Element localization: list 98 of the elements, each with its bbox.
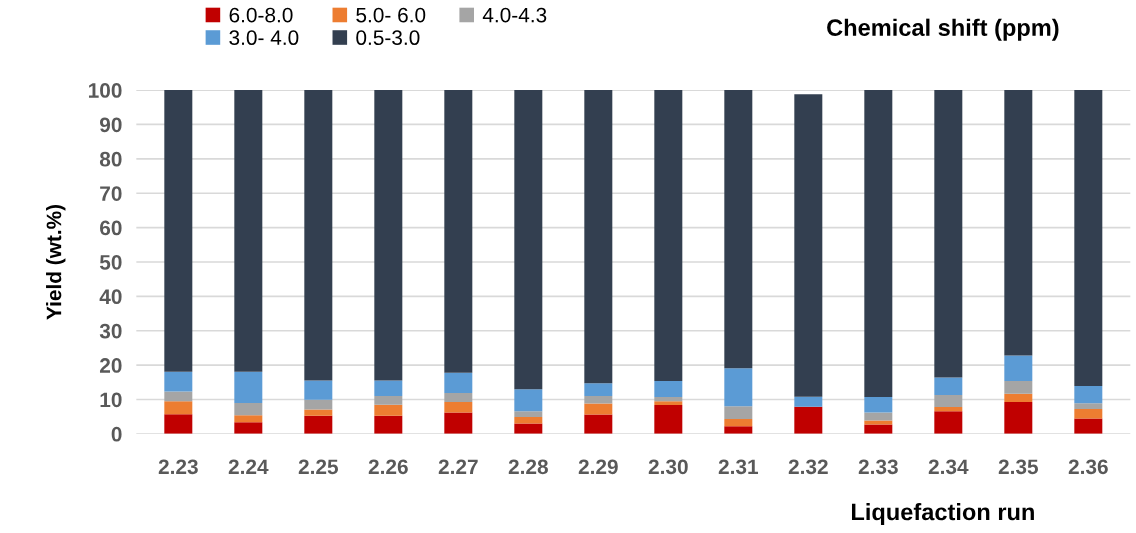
- bar: [724, 368, 753, 407]
- x-tick-label: 2.32: [788, 459, 828, 475]
- y-tick-label: 40: [99, 289, 122, 305]
- x-tick-label: 2.23: [158, 459, 198, 475]
- bar: [794, 396, 823, 407]
- x-axis-title: Liquefaction run: [851, 502, 1034, 526]
- bar: [164, 414, 193, 434]
- bar: [654, 397, 683, 402]
- bar: [1074, 403, 1103, 410]
- bar: [374, 380, 403, 397]
- bar: [724, 419, 753, 427]
- bar: [514, 417, 543, 424]
- legend-label: 5.0- 6.0: [356, 7, 426, 23]
- bar: [934, 377, 963, 396]
- bar: [794, 406, 823, 434]
- x-tick-label: 2.33: [858, 459, 898, 475]
- bar: [724, 90, 753, 369]
- x-tick-label: 2.30: [648, 459, 688, 475]
- bar: [584, 403, 613, 415]
- bar: [934, 90, 963, 378]
- bar: [164, 391, 193, 402]
- bar: [1004, 90, 1033, 356]
- y-tick-label: 50: [99, 254, 122, 270]
- bar: [934, 407, 963, 412]
- y-tick-label: 10: [100, 392, 122, 408]
- bar: [724, 406, 753, 420]
- x-tick-label: 2.36: [1068, 459, 1108, 475]
- x-tick-label: 2.24: [228, 459, 269, 474]
- bar: [234, 371, 263, 403]
- bar: [374, 415, 403, 434]
- bar: [934, 395, 963, 408]
- y-tick-label: 20: [99, 358, 122, 373]
- bar: [1004, 393, 1033, 402]
- y-tick-label: 30: [99, 323, 122, 339]
- bar: [1074, 386, 1103, 404]
- y-tick-label: 0: [111, 426, 122, 442]
- bar: [234, 415, 263, 423]
- bar: [234, 422, 263, 434]
- bar: [724, 426, 753, 434]
- bar: [444, 90, 473, 373]
- x-tick-label: 2.35: [998, 459, 1039, 475]
- bar: [864, 90, 893, 398]
- bar: [514, 411, 543, 418]
- legend-label: 3.0- 4.0: [229, 30, 299, 46]
- bar: [514, 90, 543, 390]
- bar: [1004, 401, 1033, 434]
- bar: [654, 401, 683, 405]
- bar: [234, 90, 263, 372]
- bar: [444, 392, 473, 402]
- bar: [1074, 409, 1103, 419]
- bar: [374, 404, 403, 416]
- bar: [374, 396, 403, 405]
- x-tick-label: 2.26: [368, 459, 408, 475]
- y-tick-label: 80: [99, 151, 122, 167]
- x-tick-label: 2.28: [508, 459, 548, 475]
- bar: [304, 380, 333, 400]
- bar: [1004, 380, 1033, 394]
- bar: [164, 401, 193, 415]
- legend-title: Chemical shift (ppm): [827, 18, 1059, 41]
- bar: [514, 389, 543, 412]
- bar: [864, 397, 893, 413]
- bar: [304, 415, 333, 434]
- x-tick-label: 2.34: [928, 459, 969, 475]
- bar: [234, 402, 263, 416]
- bar: [1074, 90, 1103, 387]
- bar: [864, 420, 893, 425]
- bar: [654, 404, 683, 434]
- legend-label: 0.5-3.0: [356, 30, 420, 46]
- bar: [444, 372, 473, 393]
- y-tick-label: 70: [100, 186, 122, 201]
- x-tick-label: 2.27: [438, 459, 478, 474]
- bar: [304, 409, 333, 416]
- bar: [794, 94, 823, 397]
- y-tick-label: 60: [100, 220, 122, 236]
- bar: [1004, 355, 1033, 381]
- bar: [654, 380, 683, 398]
- bar: [584, 383, 613, 397]
- bar: [584, 396, 613, 404]
- bar: [1074, 418, 1103, 434]
- x-tick-label: 2.29: [578, 459, 618, 475]
- bar: [934, 411, 963, 434]
- x-tick-label: 2.31: [718, 459, 759, 475]
- legend-label: 6.0-8.0: [229, 7, 293, 23]
- y-tick-label: 90: [99, 117, 122, 133]
- bar: [584, 414, 613, 434]
- bar: [164, 90, 193, 372]
- legend-label: 4.0-4.3: [482, 7, 547, 23]
- y-axis-title: Yield (wt.%): [46, 204, 66, 320]
- bar: [304, 399, 333, 410]
- bar: [584, 90, 613, 384]
- bar: [444, 412, 473, 434]
- bar: [164, 371, 193, 392]
- bar: [654, 90, 683, 381]
- bar: [304, 90, 333, 381]
- bar: [374, 90, 403, 381]
- y-tick-label: 100: [88, 83, 122, 98]
- x-tick-label: 2.25: [298, 459, 339, 475]
- bar: [444, 401, 473, 413]
